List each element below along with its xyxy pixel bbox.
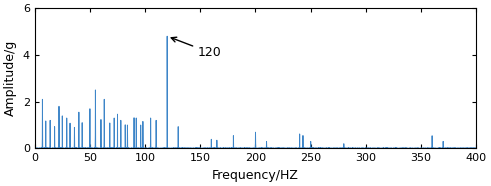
- Y-axis label: Amplitude/g: Amplitude/g: [4, 40, 17, 116]
- X-axis label: Frequency/HZ: Frequency/HZ: [212, 169, 299, 182]
- Text: 120: 120: [171, 37, 222, 59]
